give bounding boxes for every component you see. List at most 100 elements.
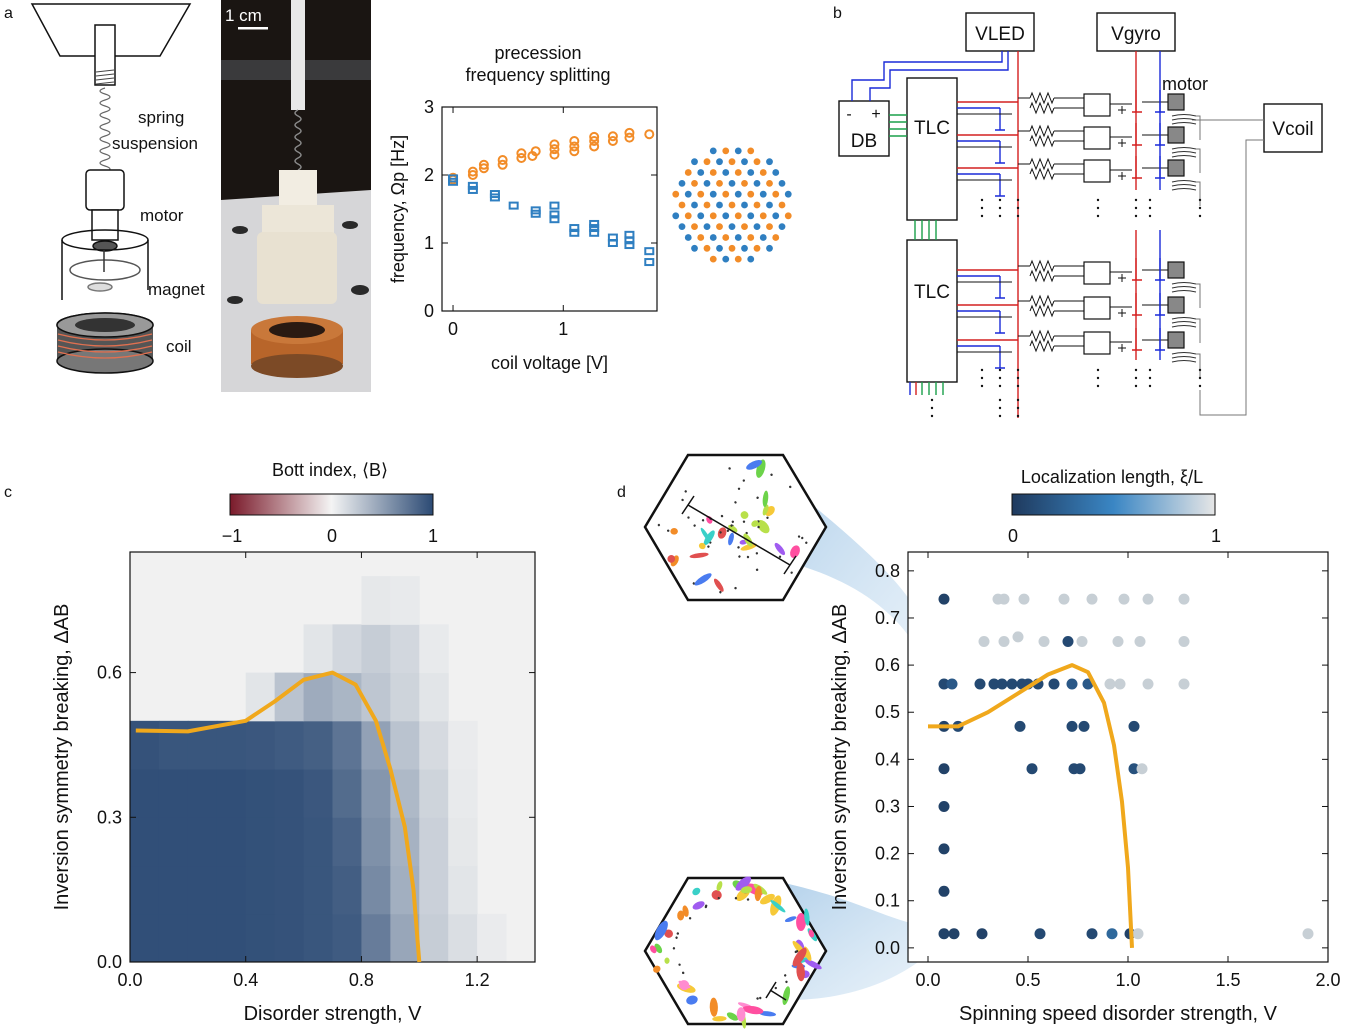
heatmap-cell [130,769,160,818]
mode-amplitude-ellipse [804,908,810,926]
mode-amplitude-ellipse [698,542,706,550]
mode-amplitude-ellipse [720,514,724,518]
lattice-dot [753,179,761,187]
ellipsis-dot [930,406,934,410]
colorbar-c-title: Bott index, ⟨B⟩ [272,460,388,480]
heatmap-cell [274,769,305,818]
mode-amplitude-ellipse [649,945,657,954]
wire-black [1018,335,1084,347]
ellipsis-dot [1096,368,1100,372]
heatmap-cell [216,720,247,770]
heatmap-cell [130,720,160,770]
coil-symbol [1171,147,1197,158]
heatmap-cell [419,817,449,867]
mode-amplitude-ellipse [737,546,740,549]
data-point [1026,763,1038,775]
lattice-dot [741,179,748,187]
data-point [948,928,960,940]
lattice-dot [734,169,742,176]
mode-amplitude-ellipse [709,997,718,1017]
mode-amplitude-ellipse [742,1005,764,1015]
wire-black [1110,169,1132,180]
data-point [998,593,1010,605]
mode-amplitude-ellipse [681,971,685,975]
heatmap-cell [419,672,449,722]
data-point [497,159,508,170]
vled-label: VLED [975,24,1025,45]
mode-amplitude-ellipse [670,527,678,535]
data-point [549,149,560,160]
ellipsis-dot [980,206,984,210]
data-point [1006,678,1018,690]
y-tick-label: 0.6 [97,663,122,683]
mode-amplitude-ellipse [760,893,775,905]
data-point [607,131,618,142]
y-tick-label: 0.1 [875,891,900,911]
mode-amplitude-ellipse [712,1016,727,1022]
hexagon-inset-top [643,453,828,602]
lattice-diagram [672,147,792,263]
mode-amplitude-ellipse [757,520,770,534]
lattice-dot [709,169,717,176]
heatmap-cell [245,720,276,770]
data-point [530,206,541,215]
lattice-dot [703,179,711,187]
wire-blue [995,108,1005,131]
mode-amplitude-ellipse [804,959,822,970]
heatmap-cell [274,817,305,867]
x-tick-label: 1.2 [465,970,490,990]
coil-symbol [1171,114,1197,125]
data-point [624,241,635,250]
resistor [1029,269,1055,283]
mode-amplitude-ellipse [738,555,741,558]
mode-amplitude-ellipse [664,929,673,938]
mode-amplitude-ellipse [755,552,759,555]
data-point [549,210,560,219]
mode-amplitude-ellipse [730,524,733,527]
data-point [569,224,580,233]
lattice-dot [766,244,773,252]
wire-grey [1196,181,1201,206]
wire-red [1132,156,1142,179]
data-point [1066,678,1078,690]
ellipsis-dot [980,198,984,202]
wire-grey [1196,353,1201,378]
ellipsis-dot [1016,376,1020,380]
heatmap-cell [158,720,189,770]
y-tick-label: 0.2 [875,844,900,864]
mode-amplitude-ellipse [701,519,705,522]
heatmap-cell [390,720,420,770]
mode-amplitude-ellipse [728,524,738,533]
x-axis-label: coil voltage [V] [491,353,608,373]
mode-amplitude-ellipse [664,957,670,964]
mode-amplitude-ellipse [737,487,741,490]
data-point [1178,636,1190,648]
x-tick-label: 0.5 [1015,970,1040,990]
mode-amplitude-ellipse [755,568,759,572]
mode-amplitude-ellipse [751,520,759,527]
ellipsis-dot [1096,206,1100,210]
mode-amplitude-ellipse [783,974,787,977]
lattice-dot [697,190,705,198]
data-point [569,228,580,237]
circuit-rows [930,90,1202,418]
heatmap-cell [303,769,333,818]
heatmap-cell [245,672,276,722]
driver-box [1083,296,1111,320]
mode-amplitude-ellipse [754,885,762,902]
y-tick-label: 0.4 [875,749,900,769]
mode-amplitude-ellipse [716,881,723,891]
lattice-dot [709,147,717,155]
label-magnet: magnet [148,280,205,299]
colorbar-c [229,493,434,516]
data-point [1034,928,1046,940]
ellipsis-dot [998,198,1002,202]
heatmap-cell [187,865,218,915]
lattice-dot [722,212,730,220]
lattice-dot [691,158,698,166]
resistor [1029,167,1055,181]
data-point [1128,763,1140,775]
precession-chart: 0 1 0 1 2 3 coil voltage [V] frequency, Ωp [Hz] [388,97,658,373]
data-point [624,230,635,239]
lattice-dot [741,158,748,166]
